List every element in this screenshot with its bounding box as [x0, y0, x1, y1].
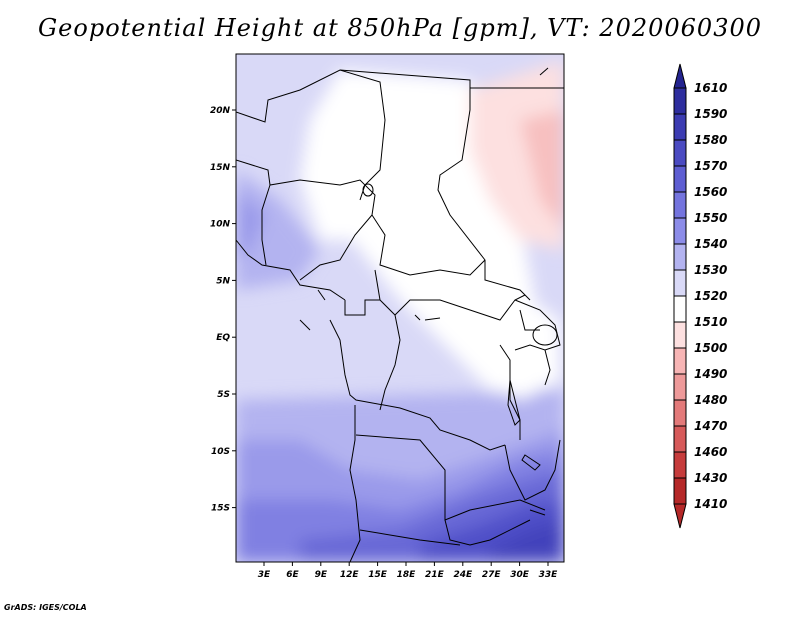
colorbar-swatch: [673, 113, 687, 141]
lon-tick-label: 27E: [482, 570, 502, 580]
lat-tick-label: 5N: [216, 276, 230, 286]
longitude-axis: 3E 6E 9E 12E 15E 18E 21E 24E 27E 30E 33E: [258, 562, 558, 580]
lon-tick-label: 9E: [315, 570, 328, 580]
lon-tick-label: 18E: [397, 570, 417, 580]
colorbar-swatch: [673, 451, 687, 479]
colorbar-swatch: [673, 191, 687, 219]
colorbar-swatch: [673, 165, 687, 193]
map-frame: [235, 53, 565, 563]
lon-tick-label: 6E: [286, 570, 299, 580]
colorbar-label: 1460: [694, 445, 727, 459]
lakes: [362, 183, 558, 516]
lon-tick-label: 15E: [368, 570, 388, 580]
colorbar-swatch: [673, 269, 687, 297]
colorbar-swatch: [673, 347, 687, 375]
lat-tick-label: EQ: [216, 333, 230, 343]
colorbar-label: 1520: [694, 289, 727, 303]
colorbar-swatch: [673, 87, 687, 115]
colorbar-label: 1590: [694, 107, 727, 121]
colorbar-label: 1510: [694, 315, 727, 329]
lat-tick-label: 5S: [217, 390, 230, 400]
latitude-axis: 20N 15N 10N 5N EQ 5S 10S 15S: [210, 106, 236, 514]
colorbar-swatch: [673, 243, 687, 271]
colorbar-label: 1470: [694, 419, 727, 433]
colorbar-bottom-arrow: [673, 503, 687, 529]
lat-tick-label: 20N: [210, 106, 231, 116]
colorbar-label: 1530: [694, 263, 727, 277]
lon-tick-label: 30E: [510, 570, 530, 580]
colorbar-swatch: [673, 295, 687, 323]
colorbar-swatch: [673, 399, 687, 427]
colorbar-swatch: [673, 373, 687, 401]
height-field: [236, 54, 564, 562]
colorbar-swatch: [673, 477, 687, 505]
colorbar-label: 1490: [694, 367, 727, 381]
lat-tick-label: 10S: [211, 447, 230, 457]
colorbar: 1610 1590 1580 1570 1560 1550 1540 1530 1520 1510…: [673, 63, 727, 529]
lon-tick-label: 24E: [453, 570, 473, 580]
lat-tick-label: 15N: [210, 163, 231, 173]
lat-tick-label: 10N: [210, 220, 231, 230]
colorbar-label: 1550: [694, 211, 727, 225]
lon-tick-label: 33E: [539, 570, 559, 580]
colorbar-swatch: [673, 425, 687, 453]
credit-label: GrADS: IGES/COLA: [4, 603, 87, 612]
colorbar-label: 1500: [694, 341, 727, 355]
lon-tick-label: 12E: [340, 570, 360, 580]
colorbar-label: 1610: [694, 81, 727, 95]
colorbar-label: 1560: [694, 185, 727, 199]
colorbar-swatch: [673, 217, 687, 245]
colorbar-label: 1410: [694, 497, 727, 511]
colorbar-label: 1540: [694, 237, 727, 251]
colorbar-label: 1580: [694, 133, 727, 147]
colorbar-label: 1480: [694, 393, 727, 407]
colorbar-swatch: [673, 139, 687, 167]
colorbar-label: 1430: [694, 471, 727, 485]
country-borders: [236, 67, 564, 562]
colorbar-top-arrow: [673, 63, 687, 89]
lon-tick-label: 21E: [425, 570, 445, 580]
chart-title: Geopotential Height at 850hPa [gpm], VT:…: [38, 14, 762, 42]
colorbar-label: 1570: [694, 159, 727, 173]
colorbar-swatch: [673, 321, 687, 349]
lon-tick-label: 3E: [258, 570, 271, 580]
lat-tick-label: 15S: [211, 504, 230, 514]
